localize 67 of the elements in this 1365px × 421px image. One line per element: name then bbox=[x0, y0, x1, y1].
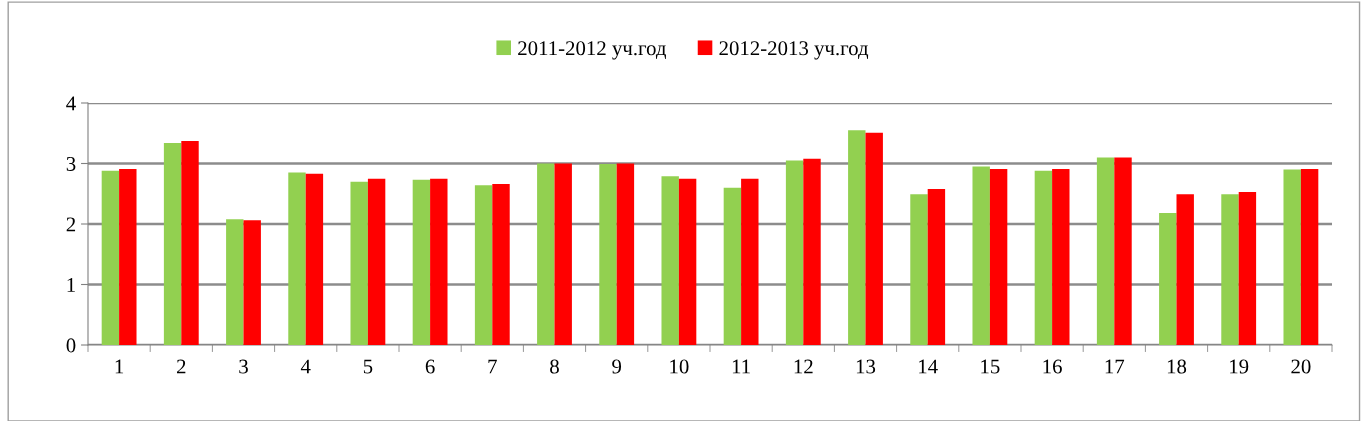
legend-label: 2011-2012 уч.год bbox=[518, 41, 667, 60]
bar bbox=[412, 179, 431, 345]
legend-label: 2012-2013 уч.год bbox=[719, 41, 869, 60]
bar bbox=[1300, 168, 1319, 345]
bar bbox=[865, 132, 883, 345]
bar bbox=[616, 163, 635, 345]
bar bbox=[1221, 194, 1239, 345]
bar bbox=[1176, 194, 1194, 345]
bar bbox=[350, 181, 368, 345]
bar bbox=[474, 185, 493, 345]
bar bbox=[226, 219, 244, 345]
x-tick-label: 4 bbox=[300, 359, 311, 374]
bar bbox=[243, 220, 261, 345]
x-tick-label: 7 bbox=[488, 359, 497, 374]
bar bbox=[305, 173, 324, 345]
bar bbox=[785, 160, 804, 345]
x-tick-label: 16 bbox=[1043, 359, 1062, 374]
x-tick-label: 14 bbox=[919, 359, 938, 374]
y-tick-label: 0 bbox=[66, 338, 76, 353]
y-tick-label: 4 bbox=[66, 96, 76, 111]
bar bbox=[1159, 213, 1177, 345]
x-tick-label: 18 bbox=[1167, 359, 1187, 374]
bar bbox=[554, 163, 572, 345]
x-tick-label: 17 bbox=[1105, 359, 1125, 374]
bar bbox=[599, 164, 617, 345]
bar bbox=[741, 178, 759, 345]
bar bbox=[101, 170, 120, 345]
bar bbox=[910, 194, 928, 345]
x-tick-label: 20 bbox=[1291, 359, 1311, 374]
bar bbox=[288, 172, 306, 345]
x-tick-label: 11 bbox=[732, 359, 750, 374]
bar bbox=[430, 178, 448, 345]
x-tick-label: 2 bbox=[177, 359, 186, 374]
bar bbox=[367, 178, 386, 345]
y-tick-label: 1 bbox=[67, 277, 75, 292]
bar bbox=[848, 130, 866, 345]
x-tick-label: 19 bbox=[1230, 359, 1249, 374]
bar bbox=[492, 184, 510, 345]
x-tick-label: 9 bbox=[612, 359, 622, 374]
x-tick-label: 13 bbox=[856, 359, 876, 374]
x-tick-label: 1 bbox=[115, 359, 124, 374]
bar bbox=[1238, 191, 1257, 345]
x-tick-label: 5 bbox=[363, 359, 373, 374]
bar bbox=[1283, 169, 1301, 345]
x-tick-label: 8 bbox=[550, 359, 559, 374]
bar bbox=[1096, 157, 1115, 345]
bar bbox=[1034, 170, 1053, 345]
bar bbox=[661, 176, 679, 345]
x-tick-label: 12 bbox=[794, 359, 813, 374]
bar bbox=[1052, 168, 1070, 345]
bar bbox=[119, 168, 137, 345]
bar bbox=[927, 188, 946, 345]
x-tick-label: 15 bbox=[981, 359, 1000, 374]
bar bbox=[989, 168, 1008, 345]
bar bbox=[803, 158, 821, 345]
bar bbox=[181, 141, 199, 345]
x-tick-label: 10 bbox=[670, 359, 689, 374]
bar bbox=[537, 163, 555, 345]
x-tick-label: 6 bbox=[425, 359, 435, 374]
bar bbox=[972, 166, 990, 345]
bar bbox=[723, 187, 742, 345]
x-tick-label: 3 bbox=[239, 359, 248, 374]
y-tick-label: 2 bbox=[66, 217, 76, 232]
y-tick-label: 3 bbox=[66, 156, 76, 171]
bar bbox=[1114, 157, 1132, 345]
bar bbox=[163, 142, 182, 345]
bar bbox=[678, 178, 697, 345]
